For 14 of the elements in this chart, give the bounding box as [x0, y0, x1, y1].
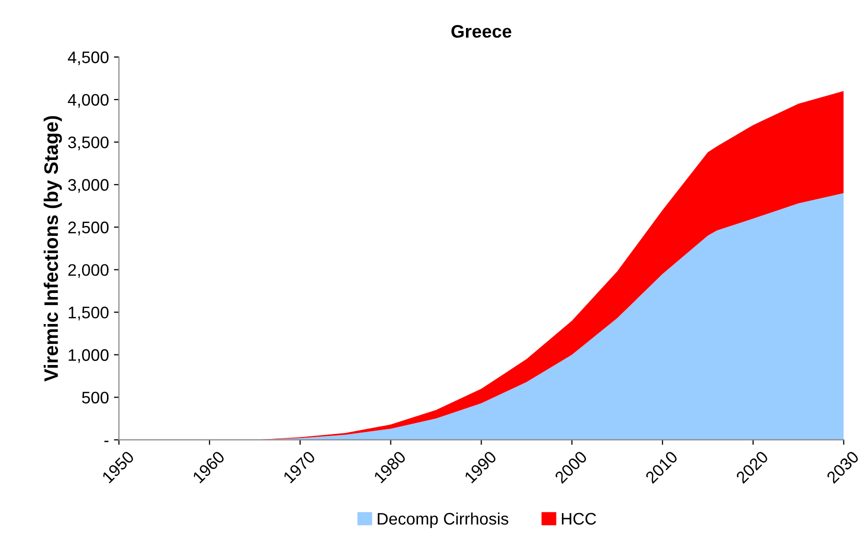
- y-tick-label: 2,000: [68, 264, 109, 278]
- y-tick-label: 1,500: [68, 306, 109, 320]
- y-tick-label: 500: [82, 392, 109, 404]
- y-axis-title: Viremic Infections (by Stage): [44, 116, 62, 382]
- y-tick-label: 4,000: [68, 94, 109, 108]
- y-tick-label: 4,500: [68, 51, 109, 66]
- legend-label: Decomp Cirrhosis: [378, 512, 508, 528]
- y-tick-label: 1,000: [68, 349, 109, 363]
- y-tick-label: 3,000: [68, 179, 109, 193]
- legend-label: HCC: [562, 512, 596, 525]
- y-tick-label: 3,500: [68, 136, 109, 150]
- y-tick-label: -: [104, 440, 108, 442]
- chart-title: Greece: [451, 24, 512, 38]
- y-tick-label: 2,500: [68, 222, 109, 236]
